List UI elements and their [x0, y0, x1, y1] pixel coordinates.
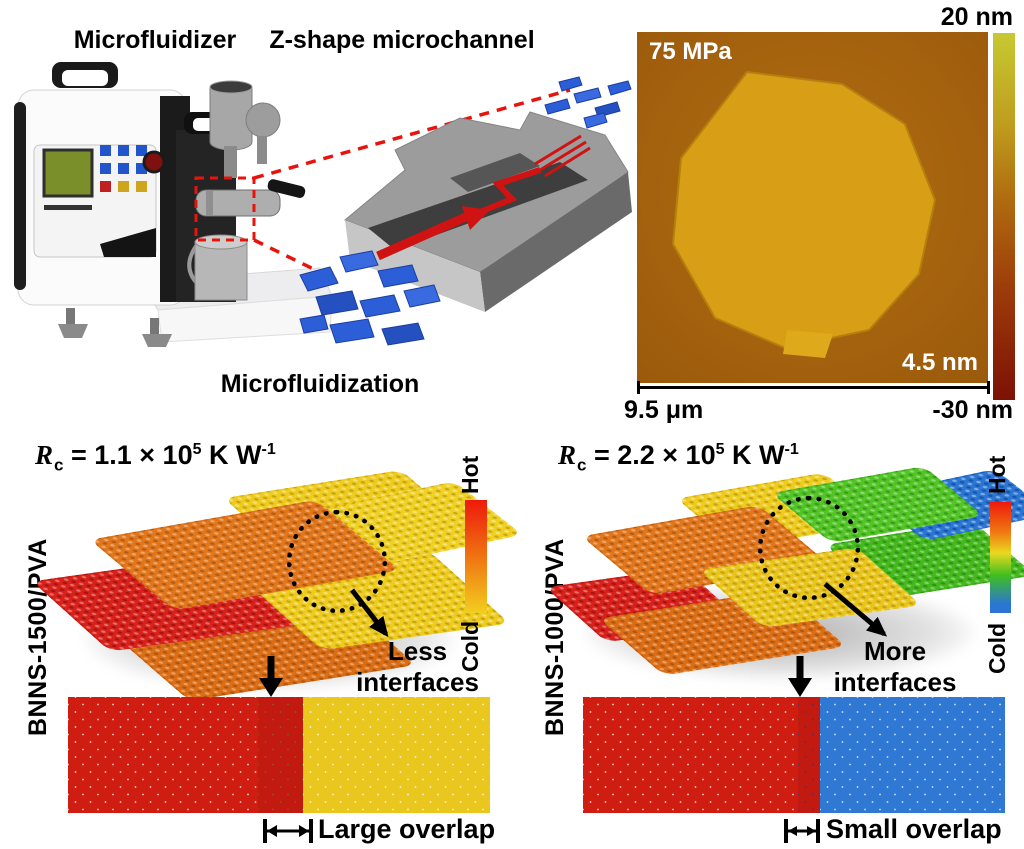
thickness-label: 4.5 nm [901, 349, 978, 376]
afm-scalebar-tick-left [637, 381, 640, 394]
lattice-cold-region [303, 697, 490, 813]
hot-cold-colorbar [465, 500, 487, 613]
panel-bnns-1000: Rc = 2.2 × 105 K W-1 BNNS-1000/PVA Hot C… [505, 430, 1024, 849]
afm-scalebar-tick-right [987, 381, 990, 394]
afm-scalebar [637, 386, 990, 389]
microfluidization-label: Microfluidization [220, 370, 420, 398]
interfaces-note-line1: Less [387, 636, 448, 666]
afm-colorbar-min-label: -30 nm [932, 396, 1013, 424]
interfaces-note: Less interfaces [350, 636, 485, 698]
cold-label: Cold [984, 622, 1010, 674]
control-panel [33, 144, 166, 258]
microfluidization-illustration [14, 62, 632, 347]
overlap-note: Large overlap [318, 814, 496, 844]
sample-label-bnns-1500: BNNS-1500/PVA [24, 538, 52, 736]
hot-label: Hot [457, 455, 483, 495]
lattice-overlap-region [258, 697, 303, 813]
lattice-hot-region [68, 697, 258, 813]
output-nanosheet-flakes [544, 76, 632, 129]
lcd-screen [42, 148, 94, 198]
small-flake [783, 330, 833, 358]
lattice-overlap-region [798, 697, 820, 813]
interfaces-note: More interfaces [825, 636, 965, 698]
interface-highlight-circle [758, 496, 860, 600]
afm-scale-label: 9.5 μm [624, 396, 704, 424]
panel-bnns-1500: Rc = 1.1 × 105 K W-1 BNNS-1500/PVA Hot C… [0, 430, 523, 849]
zoom-callout-line-top [253, 88, 571, 180]
microfluidizer-machine [14, 62, 306, 347]
power-knob [142, 150, 166, 174]
afm-colorbar [993, 33, 1015, 400]
z-channel-title: Z-shape microchannel [269, 26, 535, 54]
interfaces-note-line2: interfaces [356, 667, 479, 697]
input-nanosheet-flakes [299, 250, 441, 346]
lattice-hot-region [583, 697, 798, 813]
afm-image: 75 MPa 4.5 nm [637, 32, 988, 383]
sample-label-bnns-1000: BNNS-1000/PVA [541, 538, 569, 736]
bnns-flake [671, 70, 937, 350]
beaker [187, 234, 248, 301]
afm-colorbar-max-label: 20 nm [940, 3, 1013, 31]
funnel [209, 80, 281, 178]
afm-flake-rendering [671, 70, 937, 358]
microfluidizer-title: Microfluidizer [73, 26, 237, 54]
interaction-chamber [195, 179, 306, 217]
interface-highlight-circle [287, 510, 387, 613]
pressure-label: 75 MPa [649, 38, 732, 65]
interfaces-note-line2: interfaces [833, 667, 957, 697]
panel-buttons [100, 145, 147, 192]
z-channel-block [299, 76, 632, 346]
lattice-cold-region [820, 697, 1005, 813]
hot-cold-colorbar [990, 502, 1011, 613]
z-flow-path [376, 134, 591, 261]
overlap-note: Small overlap [826, 814, 1002, 844]
hot-label: Hot [984, 455, 1010, 495]
thermal-resistance-right: Rc = 2.2 × 105 K W-1 [558, 440, 799, 475]
machine-feet [58, 308, 172, 347]
machine-handle [52, 62, 118, 88]
interfaces-note-line1: More [863, 636, 927, 666]
thermal-resistance-left: Rc = 1.1 × 105 K W-1 [35, 440, 276, 475]
zoom-callout-box [194, 176, 256, 242]
